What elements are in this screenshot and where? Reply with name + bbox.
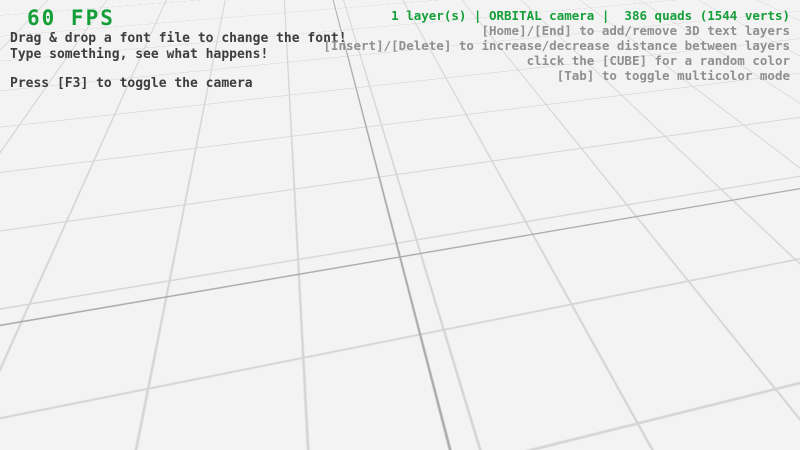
help-layer-distance: [Insert]/[Delete] to increase/decrease d… (323, 38, 790, 53)
status-line: 1 layer(s) | ORBITAL camera | 386 quads … (391, 8, 790, 23)
help-camera-toggle: Press [F3] to toggle the camera (10, 76, 253, 91)
help-cube-color: click the [CUBE] for a random color (526, 53, 790, 68)
cube-face-right (418, 183, 452, 257)
help-multicolor: [Tab] to toggle multicolor mode (556, 68, 790, 83)
cube-face-left (356, 184, 421, 257)
fps-counter: 60 FPS (27, 6, 115, 30)
cube-wire-edge (440, 150, 455, 263)
help-layers: [Home]/[End] to add/remove 3D text layer… (481, 23, 790, 38)
cube-face-top (366, 152, 449, 183)
help-drag-drop: Drag & drop a font file to change the fo… (10, 31, 347, 46)
help-type: Type something, see what happens! (10, 47, 269, 62)
title-word: 3D! (457, 93, 502, 125)
